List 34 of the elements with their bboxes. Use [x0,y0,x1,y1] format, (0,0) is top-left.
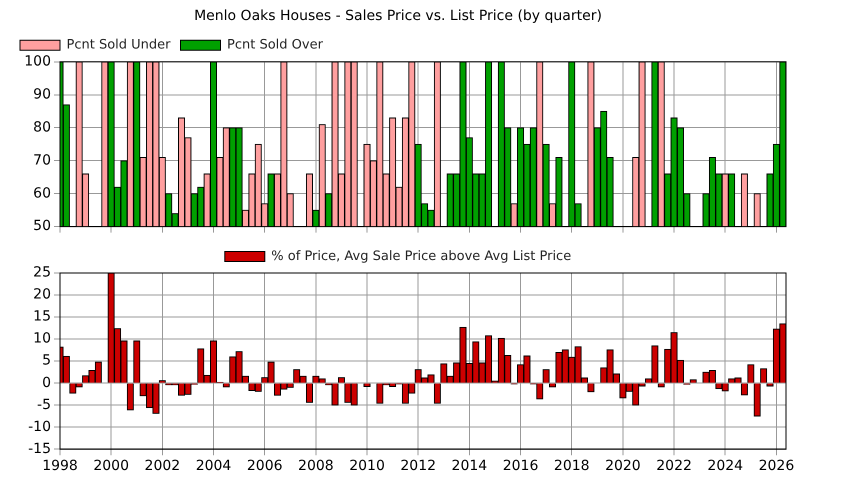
x-tick-label: 2012 [400,458,436,474]
x-tick-label: 2006 [246,458,283,474]
x-tick-label: 2020 [605,458,641,474]
legend-label: Pcnt Sold Under [66,38,172,53]
x-tick-label: 2022 [656,458,692,474]
y-tick-label: -5 [37,396,51,413]
chart-title: Menlo Oaks Houses - Sales Price vs. List Price (by quarter) [194,8,602,24]
y-tick-label: 0 [42,374,51,391]
x-tick-label: 1998 [42,458,78,474]
x-tick-label: 2002 [144,458,180,474]
legend-label: % of Price, Avg Sale Price above Avg List Price [271,248,572,264]
x-tick-label: 2008 [298,458,334,474]
x-tick-label: 2016 [502,458,538,474]
y-tick-label: 25 [33,264,51,281]
x-tick-label: 2024 [707,458,744,474]
x-tick-label: 2000 [93,458,129,474]
y-tick-label: -10 [28,418,51,435]
y-tick-label: 50 [33,218,51,234]
x-tick-label: 2004 [196,458,232,474]
x-tick-label: 2014 [452,458,488,474]
y-tick-label: 70 [33,152,51,168]
x-tick-label: 2010 [349,458,385,474]
y-tick-label: 20 [33,286,51,303]
y-tick-label: 80 [33,119,51,136]
x-tick-label: 2018 [554,458,590,474]
y-tick-label: 10 [33,330,51,347]
y-tick-label: 100 [24,53,51,70]
x-tick-label: 2026 [758,458,794,474]
y-tick-label: 15 [33,308,51,325]
y-tick-label: 5 [42,352,51,369]
y-tick-label: -15 [28,440,51,457]
legend-label: Pcnt Sold Over [227,38,324,53]
y-tick-label: 90 [33,86,51,102]
y-tick-label: 60 [33,185,51,202]
